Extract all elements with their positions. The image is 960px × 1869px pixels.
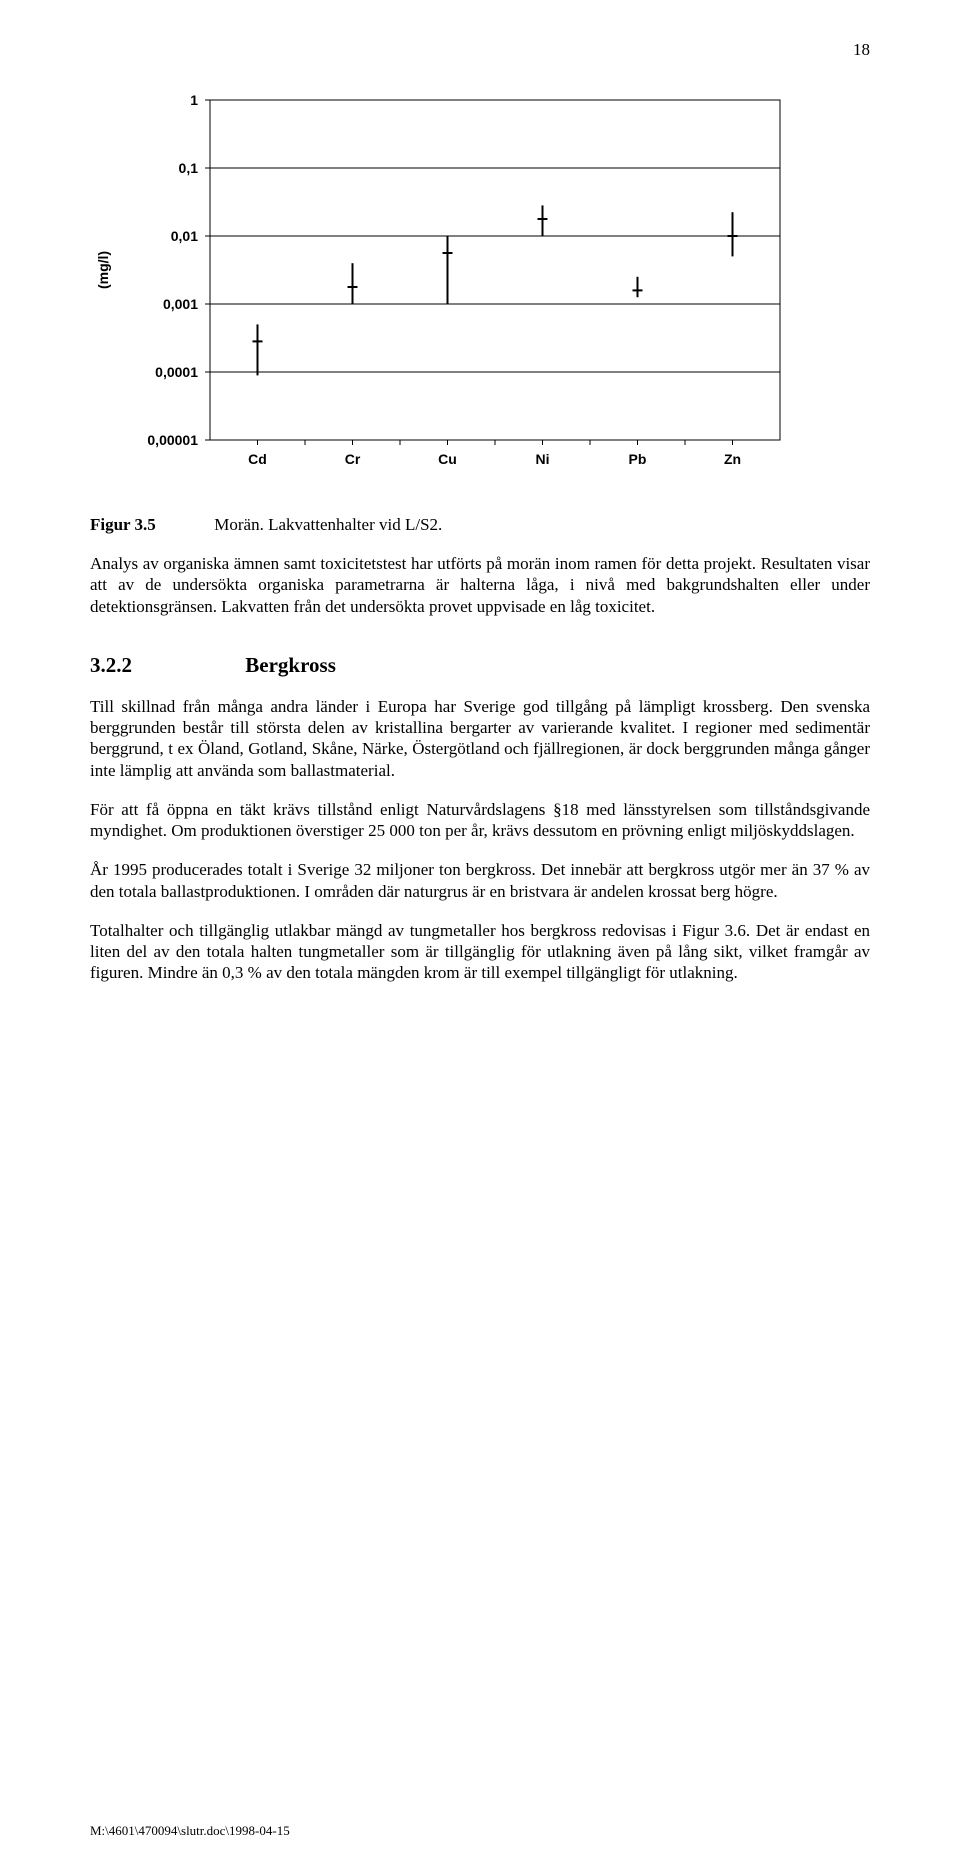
svg-text:0,00001: 0,00001 [147,432,198,448]
svg-text:0,001: 0,001 [163,296,198,312]
hilo-chart: 1 0,1 0,01 0,001 0,0001 0,00001 (mg/l) Cd Cr Cu Ni… [90,90,810,490]
svg-text:Cd: Cd [248,451,267,467]
paragraph-2: Till skillnad från många andra länder i … [90,696,870,781]
svg-text:1: 1 [190,92,198,108]
paragraph-4: År 1995 producerades totalt i Sverige 32… [90,859,870,902]
figure-caption-text: Morän. Lakvattenhalter vid L/S2. [214,515,442,534]
section-title: Bergkross [245,653,336,677]
svg-text:Cr: Cr [345,451,361,467]
section-number: 3.2.2 [90,653,240,678]
svg-text:(mg/l): (mg/l) [95,251,111,289]
chart-figure: 1 0,1 0,01 0,001 0,0001 0,00001 (mg/l) Cd Cr Cu Ni… [90,90,870,495]
paragraph-5: Totalhalter och tillgänglig utlakbar män… [90,920,870,984]
svg-text:0,0001: 0,0001 [155,364,198,380]
document-page: 18 1 0,1 0,01 0,001 0,0001 0,00001 (mg/l) Cd Cr C… [0,0,960,1869]
svg-text:0,1: 0,1 [179,160,199,176]
svg-text:0,01: 0,01 [171,228,198,244]
paragraph-3: För att få öppna en täkt krävs tillstånd… [90,799,870,842]
svg-text:Pb: Pb [629,451,647,467]
paragraph-intro: Analys av organiska ämnen samt toxicitet… [90,553,870,617]
page-number: 18 [853,40,870,60]
figure-label: Figur 3.5 [90,515,210,535]
svg-text:Cu: Cu [438,451,457,467]
svg-text:Ni: Ni [536,451,550,467]
figure-caption: Figur 3.5 Morän. Lakvattenhalter vid L/S… [90,515,870,535]
footer-path: M:\4601\470094\slutr.doc\1998-04-15 [90,1823,290,1839]
svg-text:Zn: Zn [724,451,741,467]
section-heading: 3.2.2 Bergkross [90,653,870,678]
